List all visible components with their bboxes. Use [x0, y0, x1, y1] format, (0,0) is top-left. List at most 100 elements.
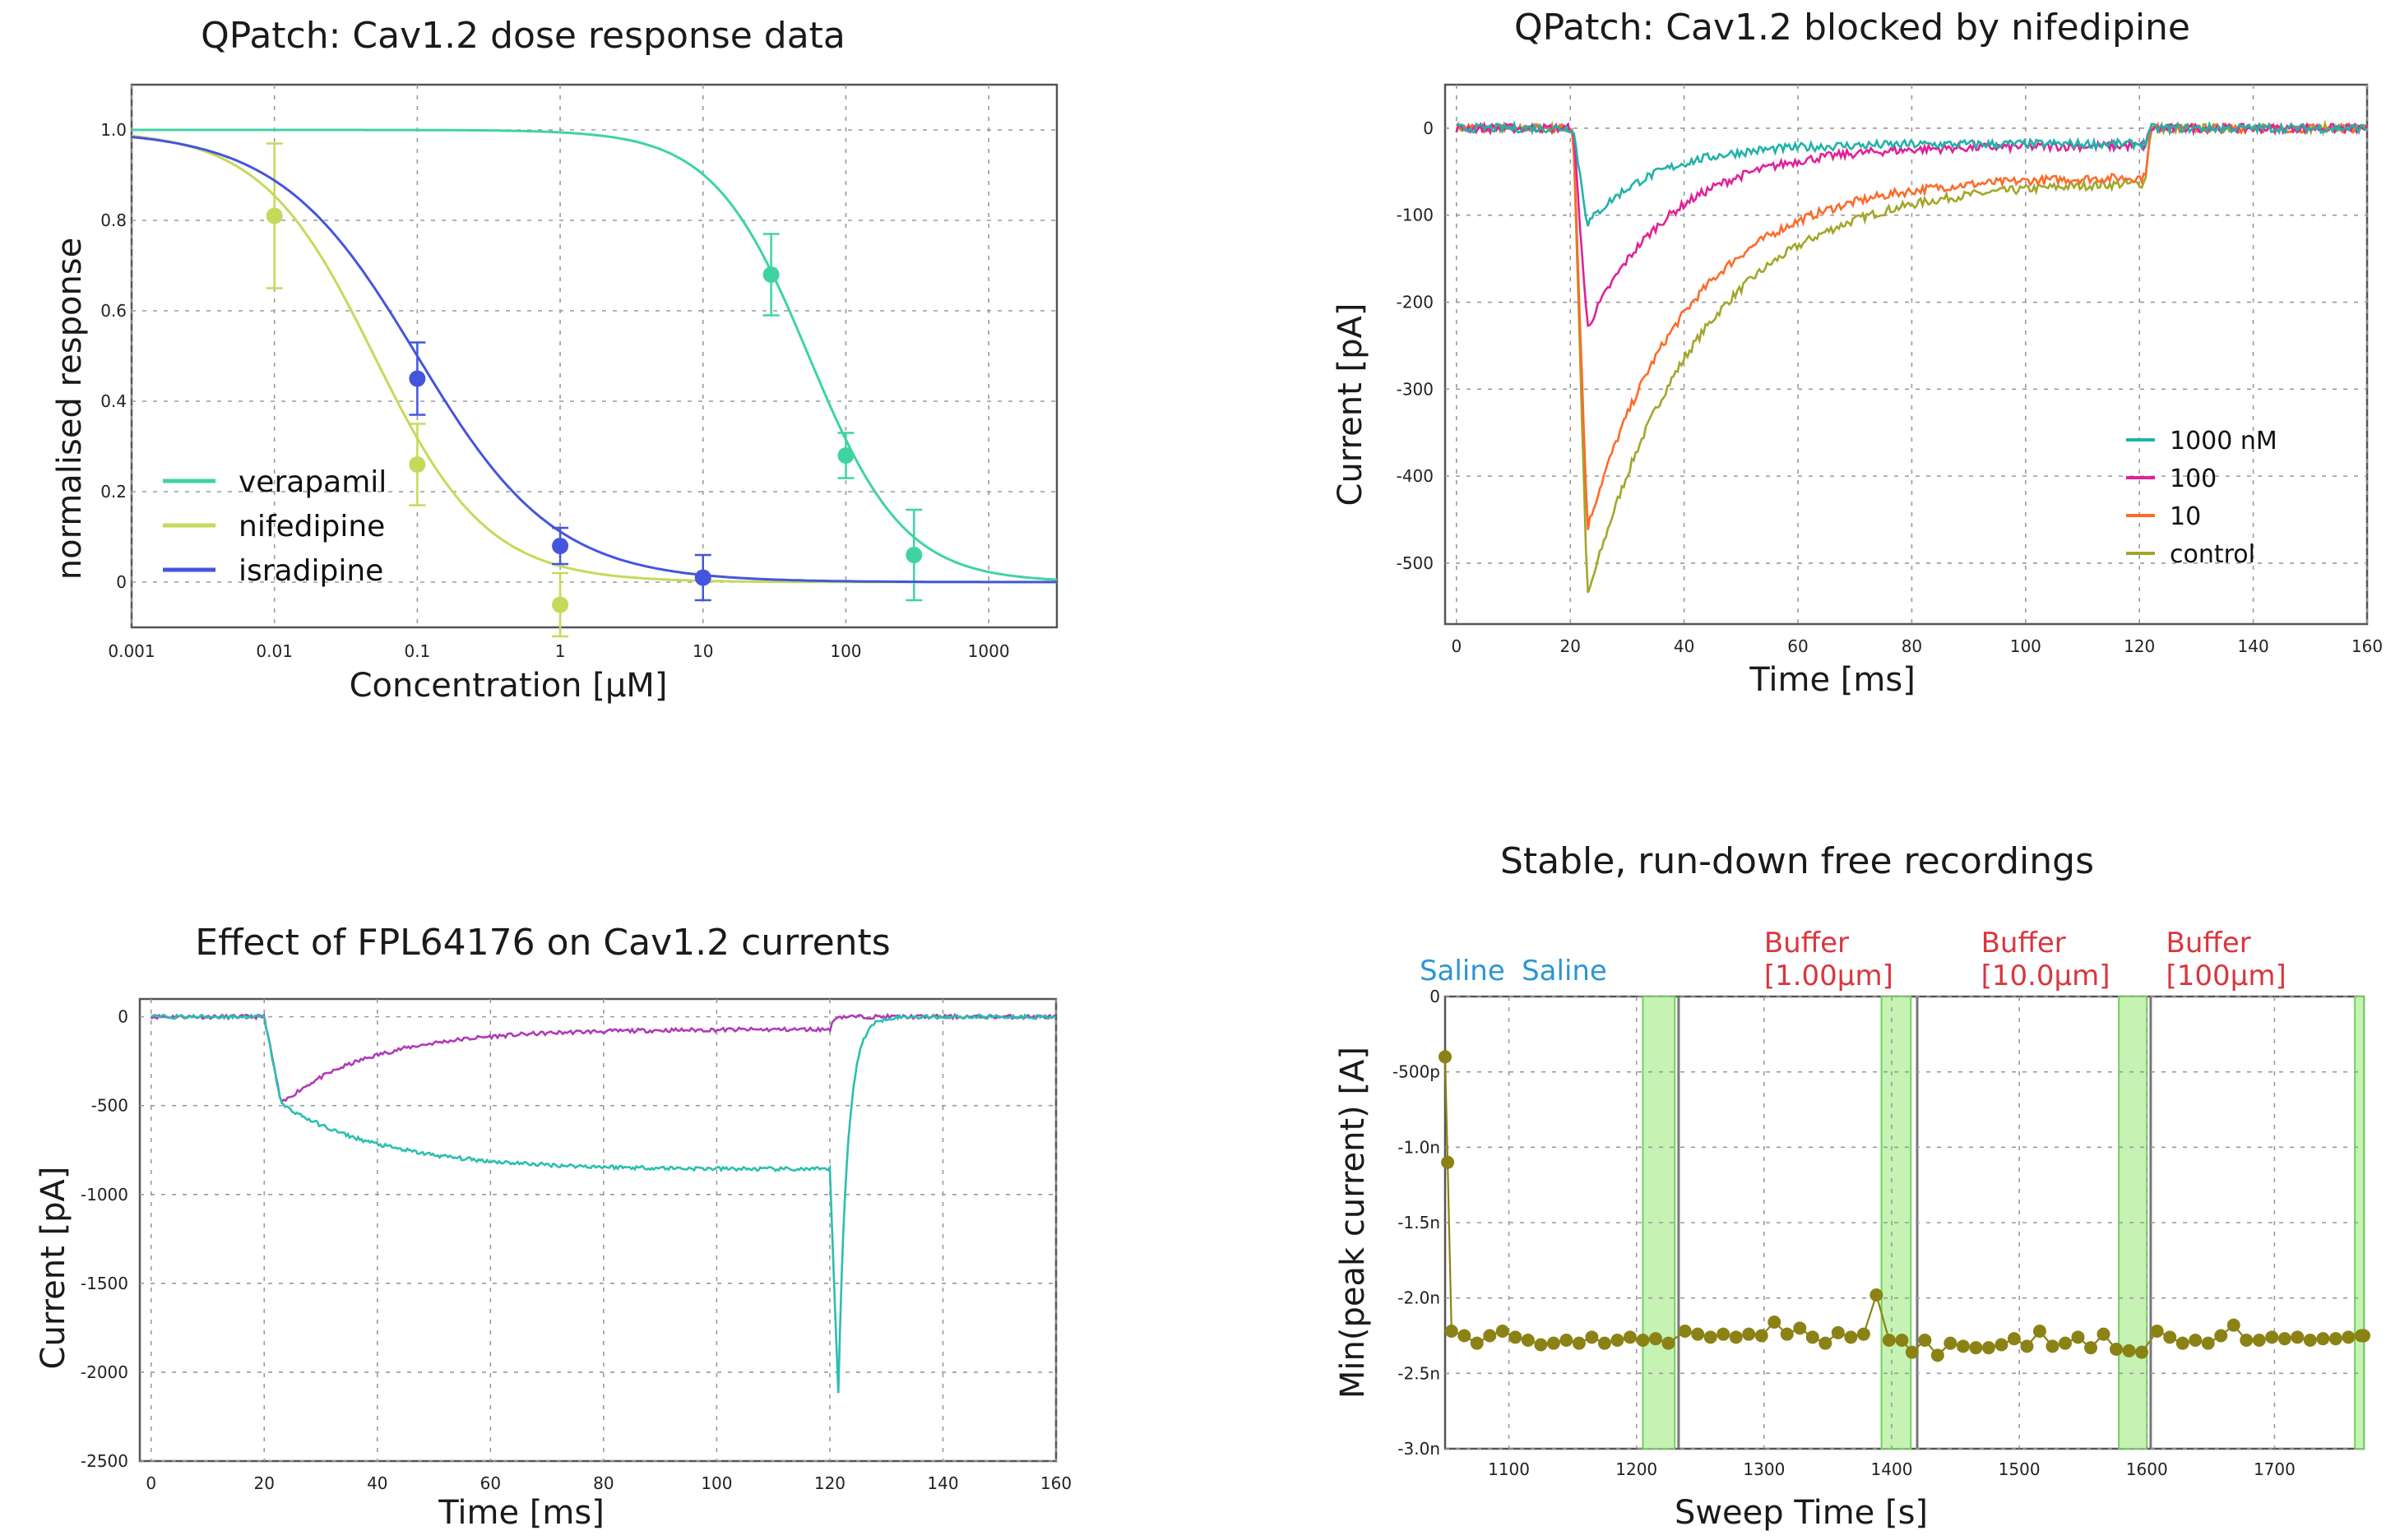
tick-labels: 0 20 40 60 80 100 120 140 160 0 -500 -1000 -1500 -200…	[81, 1007, 1072, 1493]
legend-label: 10	[2170, 502, 2201, 531]
plot-frame	[130, 83, 1059, 629]
y-tick-label: -1000	[81, 1185, 128, 1205]
wash-band	[1642, 996, 1676, 1450]
legend-label-isradipine: isradipine	[239, 554, 383, 588]
sweep-point	[1597, 1336, 1611, 1350]
y-axis-label: Current [pA]	[1332, 303, 1369, 506]
fit-curve-isradipine	[131, 136, 1057, 584]
sweep-point	[2135, 1345, 2149, 1359]
data-point-nifedipine	[266, 207, 283, 224]
data-point-isradipine	[409, 370, 426, 387]
x-tick-label: 0.1	[404, 641, 430, 661]
nifedipine-block-chart: QPatch: Cav1.2 blocked by nifedipine 0 20…	[1332, 7, 2383, 699]
sweep-point	[2110, 1343, 2124, 1356]
sweep-point	[2214, 1329, 2228, 1343]
sweep-point	[1869, 1288, 1883, 1302]
y-axis-label: normalised response	[51, 238, 89, 580]
legend: verapamil nifedipine isradipine	[163, 465, 387, 588]
tick-labels: 1100 1200 1300 1400 1500 1600 1700 0 -500p -1.0n -…	[1392, 987, 2296, 1479]
x-tick-label: 40	[1674, 636, 1694, 656]
x-tick-label: 80	[593, 1473, 614, 1493]
y-tick-label: -500p	[1392, 1062, 1440, 1082]
sweep-point	[2020, 1339, 2034, 1353]
y-tick-label: 0.8	[100, 210, 127, 230]
x-tick-label: 1000	[968, 641, 1010, 661]
sweep-point	[1572, 1336, 1586, 1350]
y-tick-label: -300	[1397, 379, 1434, 399]
y-tick-label: -2.0n	[1397, 1288, 1440, 1308]
sweep-point	[1495, 1325, 1509, 1338]
sweep-point	[1818, 1336, 1832, 1350]
sweep-point	[1780, 1327, 1794, 1341]
condition-labels: Saline SalineBuffer[1.00μm]Buffer[10.0μm]…	[1420, 927, 2286, 992]
sweep-point	[1717, 1327, 1730, 1341]
sweep-point	[2163, 1330, 2177, 1344]
x-tick-label: 140	[2238, 636, 2269, 656]
dose-response-chart: QPatch: Cav1.2 dose response data 0.001 0…	[51, 15, 1059, 705]
trace-fpl64176	[151, 1013, 1057, 1394]
y-tick-label: -1500	[81, 1274, 128, 1293]
sweep-point	[1610, 1334, 1624, 1347]
x-tick-label: 120	[2124, 636, 2155, 656]
sweep-point	[2342, 1330, 2356, 1344]
legend-label: 100	[2170, 465, 2217, 493]
sweep-point	[1995, 1338, 2008, 1352]
x-tick-label: 160	[2351, 636, 2383, 656]
x-tick-label: 0	[146, 1473, 156, 1493]
y-tick-label: -3.0n	[1397, 1439, 1440, 1459]
y-tick-label: 0.6	[100, 301, 127, 321]
sweep-point	[1767, 1316, 1781, 1329]
x-tick-label: 1100	[1488, 1459, 1530, 1479]
x-tick-label: 100	[830, 641, 861, 661]
y-axis-label: Min(peak current) [A]	[1334, 1047, 1372, 1399]
fit-curve-verapamil	[132, 128, 1058, 581]
data-point-nifedipine	[552, 596, 569, 613]
y-tick-label: -2500	[81, 1451, 128, 1471]
run-down-chart: Stable, run-down free recordings Saline S…	[1334, 840, 2370, 1532]
sweep-point	[1444, 1325, 1458, 1338]
sweep-point	[2316, 1332, 2330, 1346]
sweep-point	[1636, 1334, 1650, 1347]
sweep-point	[1844, 1330, 1858, 1344]
sweep-point	[1729, 1330, 1743, 1344]
condition-label: Saline	[1522, 955, 1607, 987]
x-tick-label: 0.01	[256, 641, 293, 661]
x-axis-label: Time [ms]	[438, 1494, 605, 1532]
sweep-point	[2096, 1327, 2110, 1341]
sweep-point	[2357, 1329, 2370, 1343]
y-tick-label: -2000	[81, 1362, 128, 1382]
sweep-point	[1944, 1336, 1957, 1350]
y-tick-label: 1.0	[100, 120, 127, 140]
tick-labels: 0.001 0.01 0.1 1 10 100 1000 1.0 0.8 0.6 0.4 0.2 0	[100, 120, 1009, 661]
sweep-point	[1981, 1341, 1995, 1355]
sweep-point	[1457, 1329, 1471, 1343]
x-tick-label: 60	[1787, 636, 1808, 656]
sweep-point	[1882, 1334, 1896, 1347]
y-tick-label: -400	[1397, 466, 1434, 486]
sweep-point	[1956, 1339, 1970, 1353]
sweep-point	[1918, 1334, 1932, 1347]
x-tick-label: 1	[555, 641, 566, 661]
grid-lines	[140, 999, 1057, 1462]
x-tick-label: 20	[254, 1473, 275, 1493]
y-tick-label: -1.0n	[1397, 1137, 1440, 1157]
sweep-point	[2303, 1334, 2317, 1347]
y-tick-label: 0	[118, 1007, 128, 1027]
tick-labels: 0 20 40 60 80 100 120 140 160 0 -100 -200 -300 -400 -5…	[1397, 118, 2383, 656]
sweep-point	[2189, 1334, 2203, 1347]
sweep-point	[1661, 1336, 1675, 1350]
x-axis-label: Concentration [μM]	[350, 667, 668, 705]
sweep-point	[1623, 1330, 1637, 1344]
legend-label: control	[2170, 540, 2255, 569]
condition-label: Saline	[1420, 955, 1505, 987]
y-tick-label: 0.4	[100, 391, 127, 411]
grid-lines	[1445, 85, 2368, 624]
y-tick-label: -2.5n	[1397, 1363, 1440, 1383]
x-tick-label: 60	[480, 1473, 501, 1493]
legend: 1000 nM 100 10 control	[2126, 427, 2277, 569]
sweep-point	[1483, 1329, 1497, 1343]
sweep-point	[1895, 1334, 1909, 1347]
legend-label-verapamil: verapamil	[239, 465, 387, 499]
condition-concentration: [1.00μm]	[1764, 960, 1893, 992]
